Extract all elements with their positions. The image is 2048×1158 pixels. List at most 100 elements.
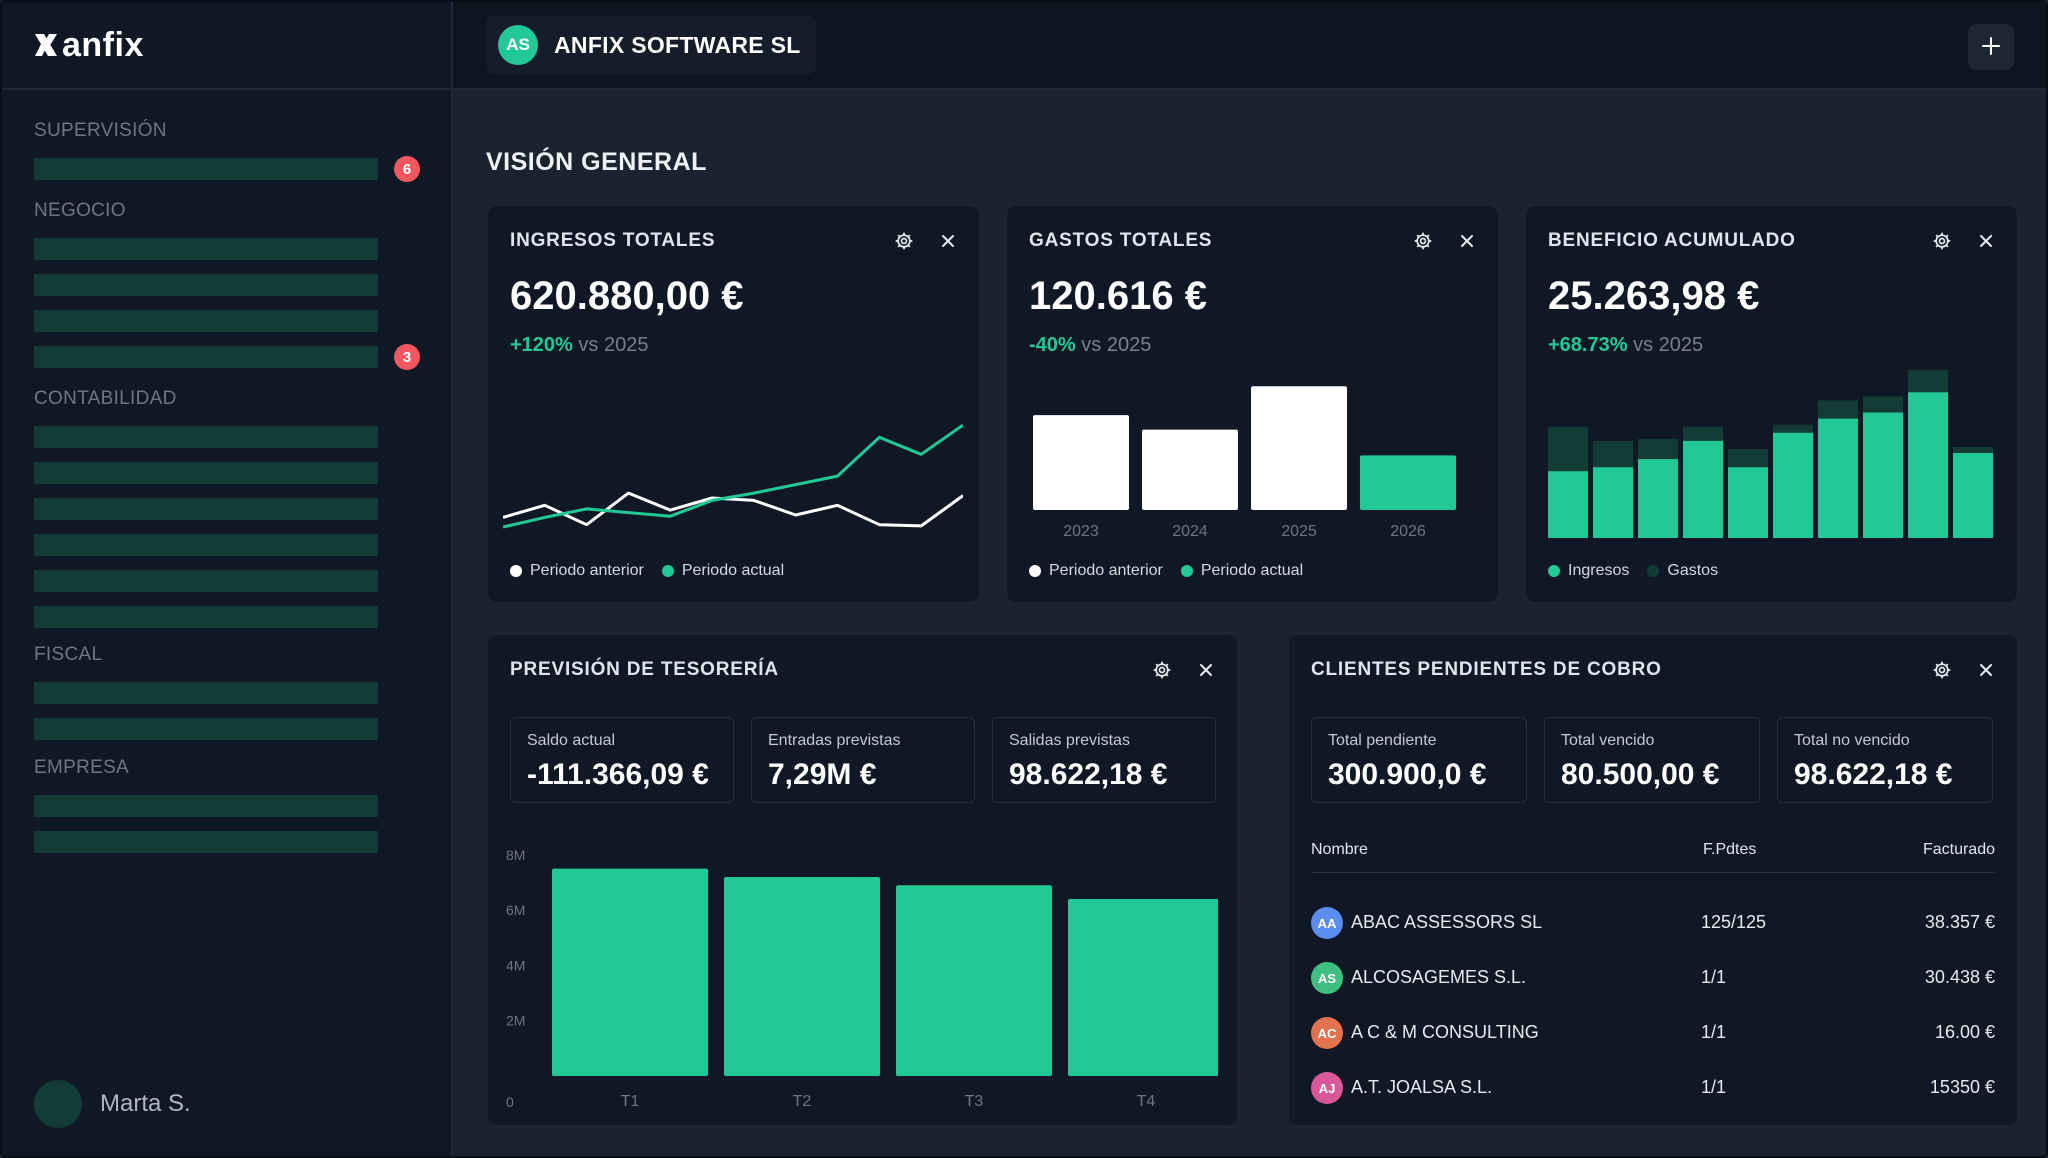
card-title: CLIENTES PENDIENTES DE COBRO	[1311, 659, 1662, 680]
legend-dot	[661, 565, 674, 577]
card-prevision-tesoreria: PREVISIÓN DE TESORERÍA Saldo actual -111…	[487, 634, 1238, 1126]
sidebar-item[interactable]	[34, 426, 378, 448]
y-tick-label: 8M	[506, 847, 525, 863]
kpi-saldo-actual: Saldo actual -111.366,09 €	[510, 717, 734, 803]
column-header-nombre[interactable]: Nombre	[1311, 841, 1368, 858]
gear-icon[interactable]	[1151, 659, 1173, 681]
close-icon[interactable]	[1975, 230, 1997, 252]
client-pending-invoices: 1/1	[1701, 1022, 1727, 1042]
user-profile[interactable]: Marta S.	[34, 1080, 191, 1128]
card-title: INGRESOS TOTALES	[510, 230, 716, 251]
bar-gastos	[1863, 396, 1903, 413]
nav-section-title: SUPERVISIÓN	[34, 120, 167, 141]
company-selector[interactable]: AS ANFIX SOFTWARE SL	[486, 16, 816, 74]
nav-section-title: FISCAL	[34, 644, 103, 665]
legend-dot	[1180, 565, 1193, 577]
y-tick-label: 4M	[506, 957, 525, 973]
legend-item: Periodo actual	[661, 562, 784, 580]
avatar: AS	[1311, 962, 1343, 994]
bar-ingresos	[1593, 467, 1633, 538]
stacked-bar-chart	[1548, 370, 1993, 538]
gear-icon[interactable]	[1931, 230, 1953, 252]
sidebar-item[interactable]	[34, 570, 378, 592]
kpi-salidas-previstas: Salidas previstas 98.622,18 €	[992, 717, 1216, 803]
client-pending-invoices: 1/1	[1701, 1077, 1727, 1097]
avatar: AJ	[1311, 1072, 1343, 1104]
bar-gastos	[1593, 440, 1633, 468]
nav-section-title: EMPRESA	[34, 757, 130, 778]
company-avatar: AS	[498, 25, 538, 65]
kpi-value: -111.366,09 €	[527, 758, 709, 791]
bar-ingresos	[1638, 459, 1678, 538]
card-actions	[1931, 659, 1997, 681]
sidebar-item[interactable]	[34, 831, 378, 853]
sidebar-item[interactable]	[34, 682, 378, 704]
logo-text: anfix	[62, 25, 144, 64]
column-header-fpdtes[interactable]: F.Pdtes	[1703, 841, 1757, 858]
delta-percent: +68.73%	[1548, 334, 1628, 356]
card-title: BENEFICIO ACUMULADO	[1548, 230, 1796, 251]
sidebar-item[interactable]	[34, 158, 378, 180]
close-icon[interactable]	[1975, 659, 1997, 681]
legend: Ingresos Gastos	[1548, 562, 1718, 580]
total-value: 25.263,98 €	[1548, 274, 1760, 318]
bar-gastos	[1818, 400, 1858, 419]
bar-T3	[896, 885, 1052, 1076]
legend-dot	[510, 565, 522, 577]
notification-badge: 3	[394, 344, 420, 370]
sidebar-item[interactable]	[34, 606, 378, 628]
sidebar-item[interactable]	[34, 498, 378, 520]
legend-label: Ingresos	[1568, 562, 1630, 579]
y-tick-label: 6M	[506, 902, 525, 918]
table-row[interactable]: AC A C & M CONSULTING 1/1 16.00 €	[1311, 1017, 1995, 1051]
client-name: ABAC ASSESSORS SL	[1351, 912, 1543, 932]
sidebar-item[interactable]	[34, 718, 378, 740]
close-icon[interactable]	[937, 230, 959, 252]
legend-label: Periodo anterior	[1049, 562, 1163, 579]
sidebar-item[interactable]	[34, 310, 378, 332]
x-tick-label: 2023	[1063, 523, 1099, 540]
bar-ingresos	[1908, 392, 1948, 538]
bar-T4	[1068, 899, 1218, 1076]
kpi-value: 80.500,00 €	[1561, 758, 1720, 791]
series-line-anterior	[503, 491, 963, 528]
table-row[interactable]: AA ABAC ASSESSORS SL 125/125 38.357 €	[1311, 907, 1995, 941]
bar-ingresos	[1683, 440, 1723, 538]
bar-2026	[1360, 455, 1456, 510]
nav-section-title: NEGOCIO	[34, 200, 126, 221]
table-row[interactable]: AS ALCOSAGEMES S.L. 1/1 30.438 €	[1311, 962, 1995, 996]
gear-icon[interactable]	[1412, 230, 1434, 252]
close-icon[interactable]	[1456, 230, 1478, 252]
sidebar-item[interactable]	[34, 346, 378, 368]
legend-dot	[1029, 565, 1041, 577]
user-name: Marta S.	[100, 1090, 191, 1117]
notification-badge: 6	[394, 156, 420, 182]
bar-T2	[724, 876, 880, 1076]
sidebar-item[interactable]	[34, 238, 378, 260]
legend-label: Periodo anterior	[530, 562, 644, 579]
avatar	[34, 1080, 82, 1128]
bar-ingresos	[1818, 418, 1858, 538]
table-row[interactable]: AJ A.T. JOALSA S.L. 1/1 15350 €	[1311, 1072, 1995, 1106]
sidebar-item[interactable]	[34, 795, 378, 817]
column-header-facturado[interactable]: Facturado	[1922, 841, 1995, 858]
client-name: ALCOSAGEMES S.L.	[1351, 967, 1527, 987]
sidebar-item[interactable]	[34, 462, 378, 484]
x-tick-label: T3	[965, 1093, 984, 1110]
bar-gastos	[1638, 438, 1678, 460]
gear-icon[interactable]	[893, 230, 915, 252]
sidebar-item[interactable]	[34, 274, 378, 296]
card-title: PREVISIÓN DE TESORERÍA	[510, 659, 779, 680]
card-clientes-pendientes: CLIENTES PENDIENTES DE COBRO Total pendi…	[1288, 634, 2018, 1126]
card-actions	[1412, 230, 1478, 252]
logo[interactable]: anfix	[32, 26, 144, 65]
gear-icon[interactable]	[1931, 659, 1953, 681]
sidebar-item[interactable]	[34, 534, 378, 556]
add-button[interactable]	[1968, 24, 2014, 70]
kpi-label: Total no vencido	[1794, 732, 1910, 749]
kpi-label: Salidas previstas	[1009, 732, 1130, 749]
close-icon[interactable]	[1195, 659, 1217, 681]
delta-percent: +120%	[510, 334, 573, 356]
client-billed: 16.00 €	[1934, 1022, 1995, 1042]
